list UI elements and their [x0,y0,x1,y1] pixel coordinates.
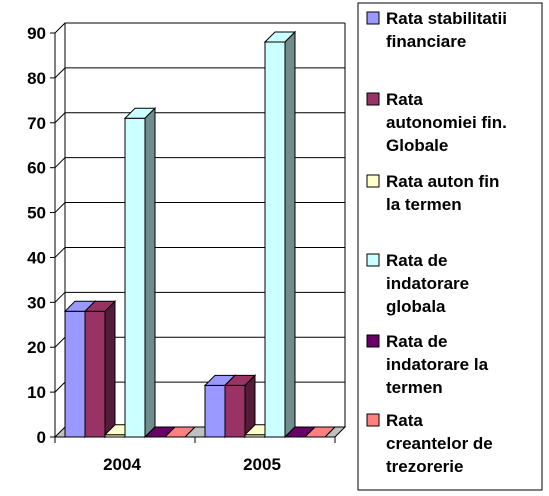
x-axis-labels: 2004 2005 [54,437,336,474]
legend: Rata stabilitatii financiare Rata autonomie… [357,2,543,491]
bar [83,300,117,439]
bar [163,426,197,438]
legend-label: autonomiei fin. [386,113,507,132]
bar [303,426,337,438]
bar [223,374,257,439]
y-tick-label: 90 [27,24,46,43]
bar [123,107,157,439]
bar-side [184,426,196,438]
legend-swatch [366,334,380,348]
bars [63,30,337,439]
bar-front [124,117,146,438]
y-tick-label: 40 [27,248,46,267]
legend-label: indatorare [386,274,469,293]
y-axis-ticks: 0 10 20 30 40 50 60 70 80 90 [27,24,55,447]
bar-side [324,426,336,438]
legend-label: Rata [386,411,423,430]
legend-swatch [366,92,380,106]
y-tick-label: 80 [27,69,46,88]
y-tick-label: 50 [27,204,46,223]
y-tick-label: 70 [27,114,46,133]
x-category-label: 2004 [103,455,141,474]
bar-front [84,310,106,438]
legend-label: financiare [386,32,466,51]
bar [263,30,297,439]
legend-entry: Rata de indatorare la termen [366,332,489,397]
legend-swatch [366,174,380,188]
legend-entry: Rata de indatorare globala [366,251,469,316]
legend-label: trezorerie [386,457,463,476]
legend-label: globala [386,297,446,316]
legend-label: la termen [386,195,462,214]
bar-side [284,30,296,439]
x-category-label: 2005 [243,455,281,474]
y-tick-label: 60 [27,159,46,178]
legend-label: Rata auton fin [386,172,499,191]
legend-label: Rata de [386,332,447,351]
legend-label: Rata de [386,251,447,270]
legend-label: Globale [386,136,448,155]
legend-swatch [366,11,380,25]
legend-swatch [366,253,380,267]
y-tick-label: 0 [37,428,46,447]
legend-label: termen [386,378,443,397]
legend-box [357,2,543,491]
legend-entry: Rata creantelor de trezorerie [366,411,493,476]
bar-side [144,107,156,439]
legend-swatch [366,413,380,427]
legend-label: Rata stabilitatii [386,9,507,28]
bar-front [64,310,86,438]
bar-front [224,384,246,438]
legend-entry: Rata stabilitatii financiare [366,9,507,51]
bar-front [264,41,286,438]
bar-side [104,300,116,439]
legend-entry: Rata autonomiei fin. Globale [366,90,507,155]
y-tick-label: 10 [27,383,46,402]
bar-front [204,384,226,438]
legend-label: indatorare la [386,355,489,374]
y-tick-label: 20 [27,338,46,357]
legend-entry: Rata auton fin la termen [366,172,499,214]
legend-label: creantelor de [386,434,493,453]
legend-label: Rata [386,90,423,109]
y-tick-label: 30 [27,293,46,312]
